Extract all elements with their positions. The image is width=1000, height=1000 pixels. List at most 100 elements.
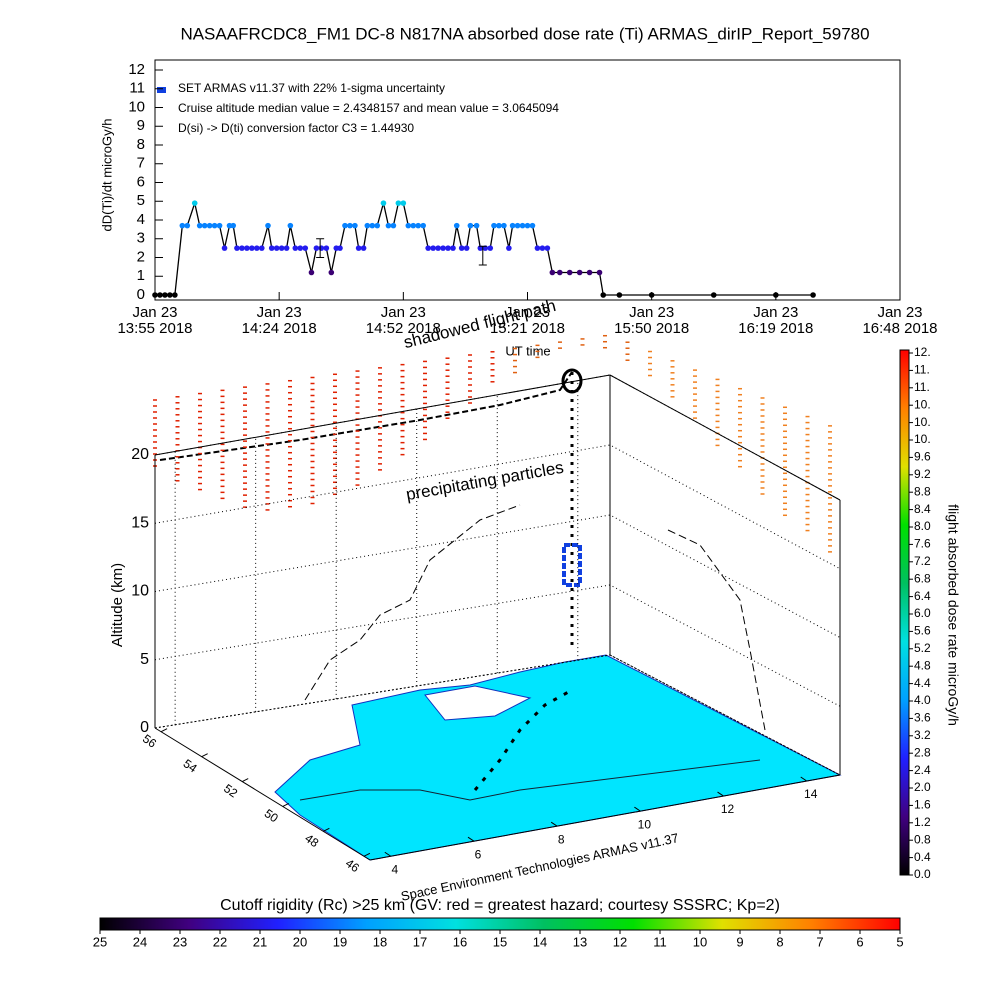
y-tick-label: 5 bbox=[137, 192, 145, 209]
data-point bbox=[458, 245, 465, 251]
colorbar-tick-label: 17 bbox=[413, 934, 427, 949]
data-point bbox=[234, 245, 240, 251]
colorbar-tick-label: 1.6 bbox=[914, 798, 931, 812]
legend-label: SET ARMAS v11.37 with 22% 1-sigma uncert… bbox=[178, 81, 445, 95]
data-point bbox=[328, 269, 335, 276]
colorbar-tick-label: 10. bbox=[914, 397, 931, 411]
colorbar bbox=[99, 917, 901, 931]
colorbar-tick-label: 4.8 bbox=[914, 658, 931, 672]
data-point bbox=[596, 269, 603, 276]
data-point bbox=[167, 292, 173, 298]
data-point bbox=[196, 222, 203, 229]
data-point bbox=[374, 222, 381, 229]
colorbar-tick-label: 7 bbox=[816, 934, 823, 949]
colorbar-tick-label: 8 bbox=[776, 934, 783, 949]
data-point bbox=[539, 245, 546, 251]
box-edge bbox=[369, 774, 841, 861]
colorbar-tick-label: 2.8 bbox=[914, 745, 931, 759]
x-tick-label: 4 bbox=[391, 862, 398, 876]
data-point bbox=[184, 222, 191, 229]
data-point bbox=[600, 292, 607, 298]
data-point bbox=[506, 245, 512, 251]
data-point bbox=[230, 222, 237, 229]
colorbar-tick-label: 23 bbox=[173, 934, 187, 949]
y-tick-label: 8 bbox=[137, 136, 145, 153]
scene-3d bbox=[153, 334, 842, 861]
colorbar-tick-label: 22 bbox=[213, 934, 227, 949]
data-point bbox=[239, 245, 245, 251]
colorbar-tick-label: 3.6 bbox=[914, 711, 931, 725]
data-point bbox=[385, 222, 392, 229]
x-tick-label: Jan 23 15:50 2018 bbox=[614, 304, 690, 337]
box-edge bbox=[154, 727, 371, 861]
colorbar-tick-label: 5.6 bbox=[914, 624, 931, 638]
data-point bbox=[278, 245, 285, 251]
data-point bbox=[273, 245, 280, 251]
colorbar-label: flight absorbed dose rate microGy/h bbox=[945, 504, 961, 726]
y-tick-label: 6 bbox=[137, 173, 145, 190]
colorbar-tick-label: 5 bbox=[896, 934, 903, 949]
x-tick-label: Jan 23 15:21 2018 bbox=[489, 304, 566, 337]
data-point bbox=[206, 222, 213, 229]
z-tick-label: 15 bbox=[131, 514, 149, 531]
data-point bbox=[302, 245, 309, 251]
data-point bbox=[425, 245, 431, 251]
data-point bbox=[323, 245, 330, 251]
data-point bbox=[487, 245, 494, 251]
z-tick-label: 10 bbox=[131, 583, 149, 600]
colorbar-tick-label: 8.4 bbox=[914, 502, 931, 516]
colorbar-tick-label: 0.0 bbox=[914, 867, 931, 881]
data-point bbox=[297, 245, 304, 251]
data-point bbox=[556, 269, 563, 276]
colorbar-tick-label: 5.2 bbox=[914, 641, 931, 655]
colorbar-tick-label: 9.2 bbox=[914, 467, 931, 481]
y-tick-label: 12 bbox=[128, 61, 145, 78]
x-tick bbox=[384, 851, 392, 857]
colorbar-tick-label: 3.2 bbox=[914, 728, 931, 742]
data-point bbox=[191, 200, 198, 206]
data-point bbox=[162, 292, 168, 298]
colorbar-tick-label: 13 bbox=[573, 934, 587, 949]
data-point bbox=[648, 292, 655, 298]
colorbar-tick-label: 11 bbox=[653, 934, 667, 949]
x-tick-label: 12 bbox=[721, 802, 735, 816]
data-point bbox=[509, 222, 516, 229]
x-tick-label: 14 bbox=[804, 787, 818, 801]
data-point bbox=[544, 245, 551, 251]
data-point bbox=[773, 292, 779, 298]
y-tick-label: 7 bbox=[137, 155, 145, 172]
y-tick bbox=[201, 753, 208, 758]
annotation: Cruise altitude median value = 2.4348157… bbox=[178, 101, 559, 115]
data-point bbox=[410, 222, 417, 229]
colorbar-tick-label: 2.4 bbox=[914, 763, 931, 777]
data-point bbox=[216, 222, 223, 229]
colorbar-tick-label: 25 bbox=[93, 934, 107, 949]
y-tick-label: 1 bbox=[137, 267, 145, 284]
colorbar-tick-label: 16 bbox=[453, 934, 467, 949]
x-tick-label: 10 bbox=[638, 817, 652, 831]
map-water bbox=[424, 685, 532, 721]
colorbar-tick-label: 24 bbox=[133, 934, 147, 949]
chart-title: NASAAFRCDC8_FM1 DC-8 N817NA absorbed dos… bbox=[180, 24, 869, 43]
data-point bbox=[415, 222, 422, 229]
y-tick-label: 4 bbox=[137, 211, 145, 228]
data-point bbox=[524, 222, 531, 229]
data-point bbox=[318, 245, 325, 251]
data-point bbox=[710, 292, 717, 298]
z-tick-label: 5 bbox=[140, 651, 149, 668]
flight-descent bbox=[562, 543, 582, 587]
grid-line bbox=[154, 654, 841, 776]
data-point bbox=[529, 222, 536, 229]
map-border bbox=[299, 759, 761, 801]
data-point bbox=[283, 245, 290, 251]
data-point bbox=[566, 269, 573, 276]
data-point bbox=[254, 245, 260, 251]
colorbar-tick-label: 9.6 bbox=[914, 450, 931, 464]
colorbar-tick-label: 0.8 bbox=[914, 832, 931, 846]
z-tick-label: 20 bbox=[131, 446, 149, 463]
data-point bbox=[390, 222, 397, 229]
z-tick-label: 0 bbox=[140, 719, 149, 736]
